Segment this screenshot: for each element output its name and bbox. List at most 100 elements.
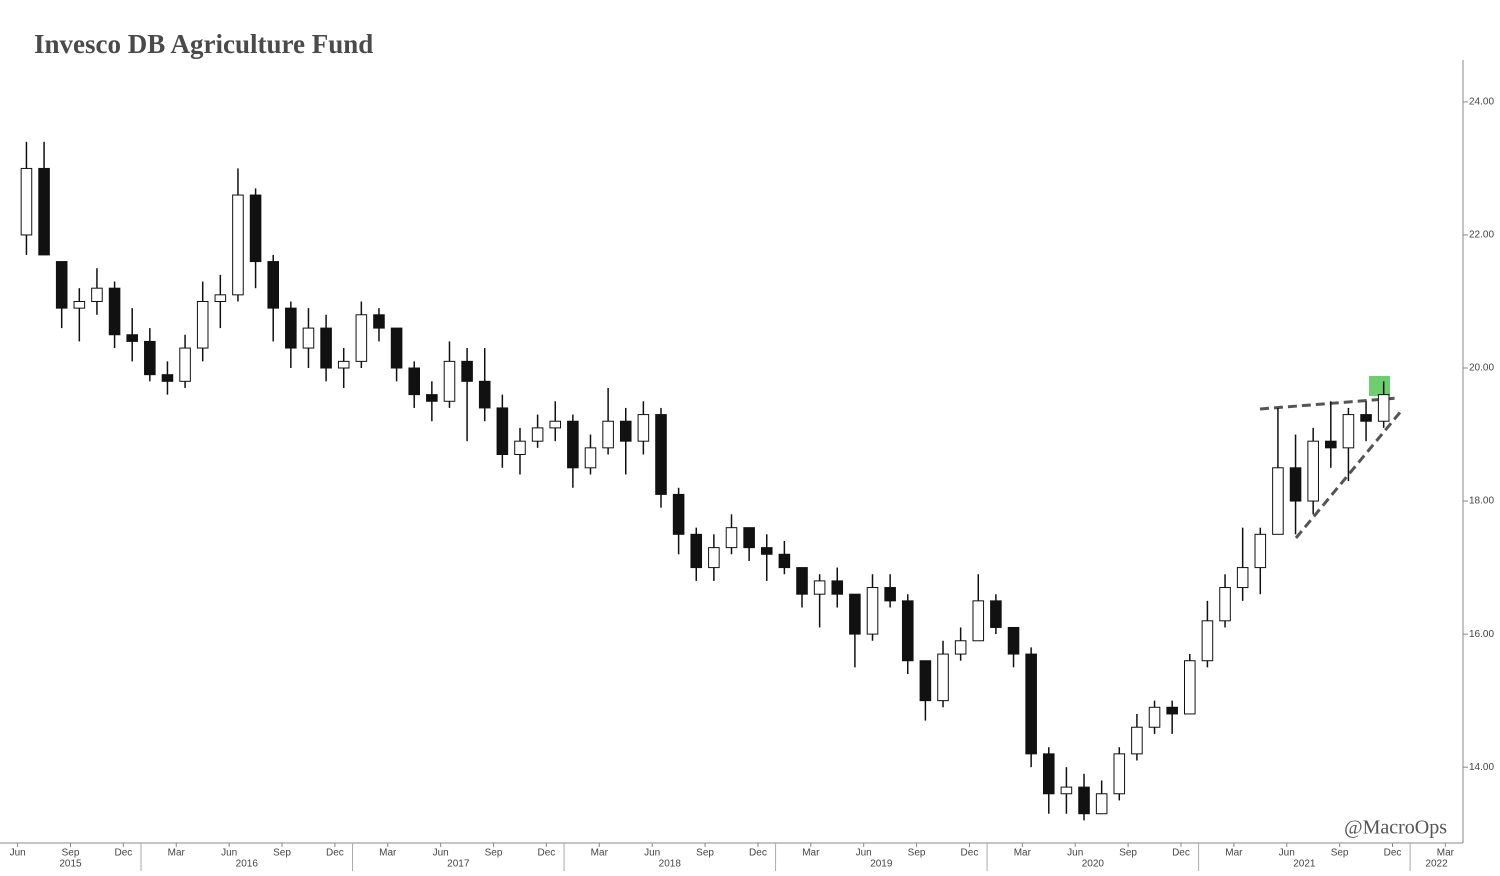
candle-body	[232, 194, 244, 296]
candle-body	[408, 367, 421, 396]
candle-body	[796, 567, 808, 595]
breakout-highlight	[1369, 376, 1390, 396]
candle-body	[355, 314, 368, 362]
candle-body	[390, 327, 403, 369]
y-tick-label: 16.00	[1469, 629, 1494, 640]
x-tick-label: Jun	[1279, 848, 1295, 859]
candle-body	[584, 447, 597, 469]
candle-body	[1148, 706, 1161, 728]
chart-title: Invesco DB Agriculture Fund	[34, 29, 373, 59]
candle-body	[901, 600, 914, 662]
candle-body	[443, 360, 456, 402]
candle-body	[320, 327, 332, 369]
x-tick-label: Jun	[221, 848, 237, 859]
candle-body	[161, 374, 174, 382]
year-label: 2020	[1082, 859, 1105, 870]
x-tick-label: Sep	[1331, 848, 1349, 859]
x-tick-label: Sep	[62, 848, 80, 859]
candle-body	[884, 587, 896, 602]
candle-body	[1113, 753, 1126, 795]
candle-body	[1042, 753, 1055, 795]
x-tick-label: Jun	[433, 848, 449, 859]
x-tick-label: Dec	[1172, 848, 1190, 859]
candle-body	[1236, 567, 1249, 589]
candle-body	[302, 327, 315, 349]
x-tick-label: Jun	[644, 848, 660, 859]
x-tick-label: Dec	[538, 848, 556, 859]
x-tick-label: Dec	[114, 848, 132, 859]
candle-body	[813, 580, 826, 595]
candle-body	[461, 360, 473, 382]
x-tick-label: Dec	[749, 848, 767, 859]
candle-body	[954, 640, 967, 655]
candle-body	[1342, 414, 1355, 449]
x-tick-label: Mar	[1014, 848, 1032, 859]
candle-body	[196, 300, 209, 349]
x-tick-label: Mar	[1225, 848, 1243, 859]
candle-body	[690, 533, 703, 569]
candle-body	[108, 287, 121, 336]
candle-body	[126, 334, 138, 342]
candle-body	[743, 527, 755, 549]
candle-body	[337, 360, 350, 369]
year-label: 2017	[447, 859, 470, 870]
x-tick-label: Dec	[1384, 848, 1402, 859]
candle-body	[602, 420, 614, 449]
x-tick-label: Dec	[961, 848, 979, 859]
candle-body	[267, 261, 279, 309]
candle-body	[1272, 467, 1284, 535]
candle-body	[249, 194, 262, 263]
candle-body	[91, 287, 103, 302]
candle-body	[1325, 440, 1337, 449]
candle-body	[478, 380, 491, 409]
candle-body	[214, 294, 227, 302]
candle-body	[849, 593, 861, 635]
candle-body	[637, 414, 650, 442]
x-tick-label: Jun	[10, 848, 26, 859]
candle-body	[708, 547, 720, 569]
watermark: @MacroOps	[1344, 817, 1447, 839]
year-label: 2021	[1293, 859, 1316, 870]
candle-body	[937, 653, 949, 702]
x-tick-label: Sep	[1119, 848, 1137, 859]
x-tick-label: Sep	[273, 848, 291, 859]
candle-body	[549, 420, 562, 429]
candle-body	[514, 440, 526, 455]
y-tick-label: 22.00	[1469, 230, 1494, 241]
x-tick-label: Mar	[591, 848, 609, 859]
year-label: 2015	[59, 859, 82, 870]
candle-body	[73, 300, 86, 309]
y-tick-label: 20.00	[1469, 363, 1494, 374]
candle-body	[919, 660, 932, 702]
candle-body	[373, 314, 385, 329]
candle-body	[1307, 440, 1319, 502]
candle-body	[567, 420, 579, 469]
x-tick-label: Mar	[1437, 848, 1455, 859]
candle-body	[20, 167, 33, 236]
x-tick-label: Jun	[1067, 848, 1083, 859]
candle-body	[1201, 620, 1214, 662]
x-tick-label: Mar	[802, 848, 820, 859]
year-label: 2019	[870, 859, 893, 870]
candle-body	[496, 407, 509, 455]
x-tick-label: Mar	[379, 848, 397, 859]
candle-body	[778, 553, 791, 569]
candle-body	[725, 527, 738, 549]
x-tick-label: Jun	[856, 848, 872, 859]
candle-body	[1078, 786, 1090, 815]
resistance-line	[1259, 396, 1399, 411]
candle-body	[672, 493, 685, 535]
candle-body	[531, 427, 544, 442]
year-label: 2022	[1425, 859, 1448, 870]
candle-body	[1060, 786, 1073, 795]
x-tick-label: Sep	[696, 848, 714, 859]
candle-body	[1377, 394, 1390, 422]
candle-body	[972, 600, 985, 642]
candle-body	[144, 340, 156, 376]
candle-body	[285, 307, 297, 349]
candle-body	[1007, 626, 1020, 655]
candle-body	[55, 261, 68, 309]
candle-body	[990, 600, 1002, 628]
